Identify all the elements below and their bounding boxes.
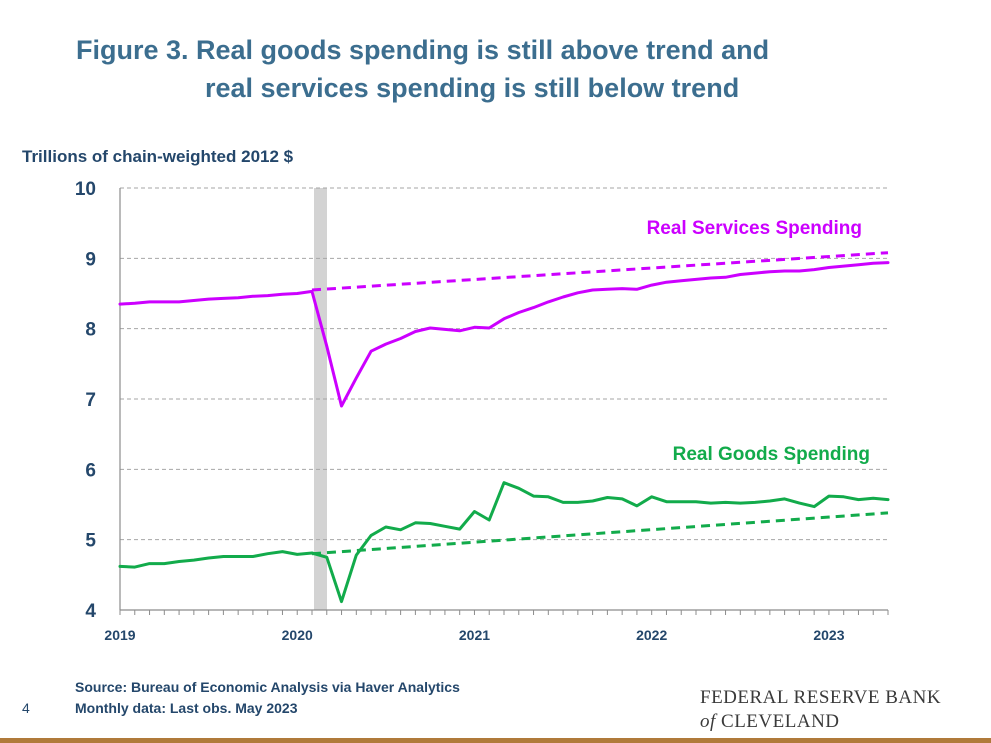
source-note: Source: Bureau of Economic Analysis via … <box>75 677 460 719</box>
y-tick-label: 8 <box>85 320 96 341</box>
y-tick-label: 10 <box>75 179 96 200</box>
logo-line-1: FEDERAL RESERVE BANK <box>700 687 942 708</box>
title-line-1: Figure 3. Real goods spending is still a… <box>76 35 770 65</box>
x-tick-label: 2019 <box>104 627 135 643</box>
y-tick-label: 4 <box>85 601 96 622</box>
real-goods-spending-line <box>118 481 890 604</box>
logo-of: of <box>700 711 716 732</box>
logo-line-2: of CLEVELAND <box>700 710 941 734</box>
x-tick-label: 2023 <box>813 627 844 643</box>
y-tick-label: 9 <box>85 249 96 270</box>
y-tick-label: 6 <box>85 460 96 481</box>
real-services-spending-line <box>118 261 890 408</box>
source-line: Source: Bureau of Economic Analysis via … <box>75 679 460 695</box>
y-tick-label: 5 <box>85 531 96 552</box>
title-line-2: real services spending is still below tr… <box>205 73 740 103</box>
series-annotation: Real Services Spending <box>647 218 862 239</box>
x-tick-label: 2020 <box>282 627 313 643</box>
x-tick-label: 2021 <box>459 627 490 643</box>
services-trend-line <box>311 251 889 292</box>
x-tick-label: 2022 <box>636 627 667 643</box>
y-axis-label: Trillions of chain-weighted 2012 $ <box>22 147 294 166</box>
bottom-rule <box>0 738 991 743</box>
logo-city: CLEVELAND <box>721 711 840 732</box>
page-number: 4 <box>22 700 30 716</box>
goods-trend-line <box>311 511 889 556</box>
series-annotation: Real Goods Spending <box>673 444 870 465</box>
y-tick-label: 7 <box>85 390 96 411</box>
fed-cleveland-logo: FEDERAL RESERVE BANK of CLEVELAND <box>700 686 941 734</box>
recession-shading <box>314 188 327 610</box>
data-note-line: Monthly data: Last obs. May 2023 <box>75 700 298 716</box>
